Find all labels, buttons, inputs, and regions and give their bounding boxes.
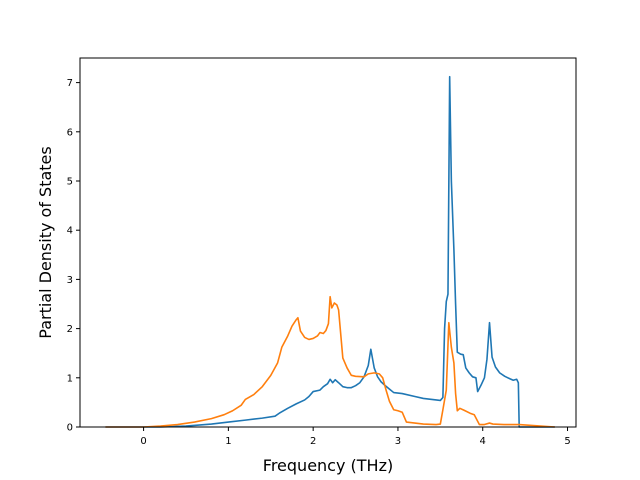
series-layer: [105, 75, 555, 428]
y-tick-label: 4: [67, 226, 73, 237]
x-tick-label: 3: [395, 436, 401, 447]
y-tick-label: 0: [67, 423, 73, 434]
x-tick-label: 5: [564, 436, 570, 447]
plot-frame: [79, 57, 577, 428]
x-tick-label: 0: [140, 436, 146, 447]
y-tick-label: 6: [67, 127, 73, 138]
x-tick-label: 1: [225, 436, 231, 447]
pdos-series-1-line: [105, 75, 555, 428]
x-tick-label: 2: [310, 436, 316, 447]
y-tick-label: 5: [67, 177, 73, 188]
x-axis-ticks: 0 1 2 3 4 5: [140, 427, 571, 447]
y-tick-label: 3: [67, 275, 73, 286]
x-axis-label: Frequency (THz): [263, 456, 393, 475]
y-tick-label: 1: [67, 373, 73, 384]
y-tick-label: 2: [67, 324, 73, 335]
x-tick-label: 4: [480, 436, 486, 447]
y-axis-ticks: 0 1 2 3 4 5 6 7: [67, 78, 80, 434]
pdos-series-2-line: [105, 295, 555, 428]
y-tick-label: 7: [67, 78, 73, 89]
y-axis-label: Partial Density of States: [36, 146, 55, 338]
